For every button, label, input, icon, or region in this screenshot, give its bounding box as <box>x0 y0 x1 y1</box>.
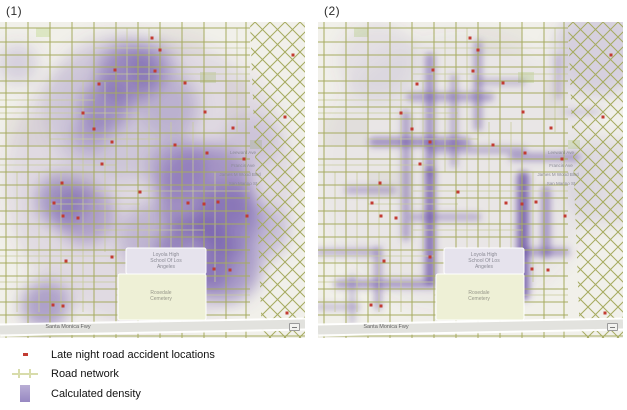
svg-text:School Of Los: School Of Los <box>150 258 182 264</box>
svg-text:San Marino St: San Marino St <box>547 181 576 186</box>
svg-text:Leeward Ave: Leeward Ave <box>230 150 256 155</box>
rosedale-cemetery-block <box>435 273 525 321</box>
legend-item-accidents: Late night road accident locations <box>8 345 215 364</box>
svg-text:Francis Ave: Francis Ave <box>231 163 255 168</box>
diagonal-road-grid <box>250 22 305 338</box>
santa-monica-fwy <box>0 319 305 335</box>
density-swatch-icon <box>20 385 30 402</box>
legend-label-density: Calculated density <box>51 387 141 400</box>
svg-text:School Of Los: School Of Los <box>468 258 500 264</box>
road-network-layer <box>318 22 623 338</box>
svg-text:James M Wood Blvd: James M Wood Blvd <box>537 172 579 177</box>
svg-text:Loyola High: Loyola High <box>471 252 498 258</box>
park-patch <box>36 28 50 37</box>
road-line-icon <box>12 369 38 378</box>
svg-text:Santa Monica Fwy: Santa Monica Fwy <box>363 324 408 330</box>
accident-points-layer <box>51 36 295 315</box>
accident-point-icon <box>22 353 28 356</box>
minus-icon <box>292 326 297 328</box>
svg-text:Rosedale: Rosedale <box>468 290 489 296</box>
svg-text:Leeward Ave: Leeward Ave <box>548 150 574 155</box>
rosedale-cemetery-block <box>117 273 207 321</box>
svg-text:San Marino St: San Marino St <box>229 181 258 186</box>
legend-label-accidents: Late night road accident locations <box>51 348 215 361</box>
panel-2-label: (2) <box>324 4 341 18</box>
svg-text:Loyola High: Loyola High <box>153 252 180 258</box>
santa-monica-fwy <box>318 319 623 335</box>
diagonal-road-grid <box>568 22 623 338</box>
svg-text:Angeles: Angeles <box>475 264 494 270</box>
inset-map-button[interactable] <box>607 323 618 331</box>
svg-text:Santa Monica Fwy: Santa Monica Fwy <box>45 324 90 330</box>
map-panel-kernel-density[interactable]: Santa Monica Fwy Loyola High School Of Los… <box>0 22 305 338</box>
svg-text:Angeles: Angeles <box>157 264 176 270</box>
minus-icon <box>610 326 615 328</box>
svg-text:Cemetery: Cemetery <box>468 296 490 302</box>
svg-text:Cemetery: Cemetery <box>150 296 172 302</box>
legend-item-road-network: Road network <box>8 364 215 383</box>
inset-map-button[interactable] <box>289 323 300 331</box>
svg-text:Francis Ave: Francis Ave <box>549 163 573 168</box>
svg-text:James M Wood Blvd: James M Wood Blvd <box>219 172 261 177</box>
map-panel-network-density[interactable]: Santa Monica Fwy Loyola High School Of Los… <box>318 22 623 338</box>
svg-text:Rosedale: Rosedale <box>150 290 171 296</box>
legend: Late night road accident locations Road … <box>8 345 215 404</box>
legend-label-road-network: Road network <box>51 367 119 380</box>
legend-item-density: Calculated density <box>8 383 215 404</box>
accident-points-layer <box>369 36 613 315</box>
panel-1-label: (1) <box>6 4 23 18</box>
